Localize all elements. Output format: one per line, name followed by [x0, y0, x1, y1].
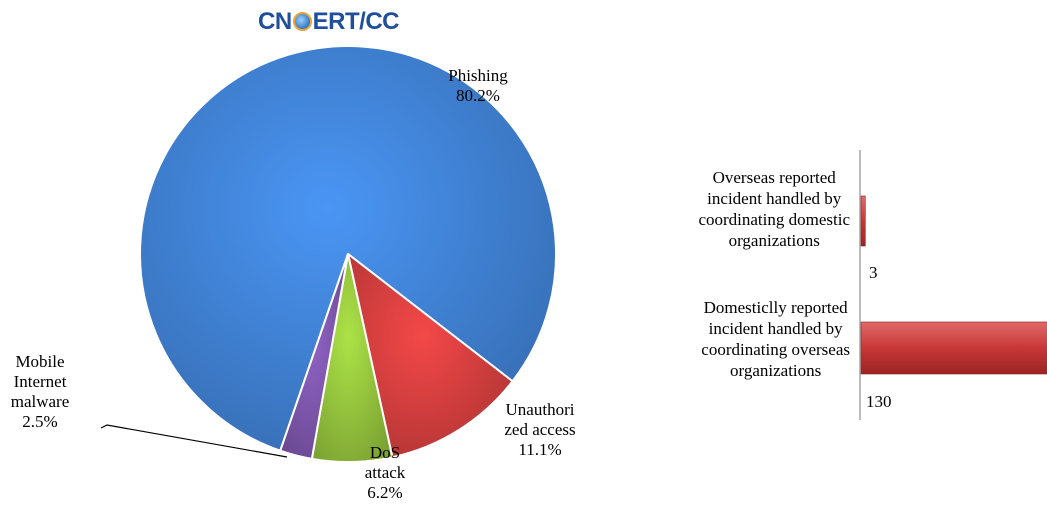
pie-label-line: malware [10, 392, 70, 411]
pie-label-mobile-malware: Mobile Internet malware 2.5% [5, 352, 75, 432]
pie-label-line: Internet [13, 372, 67, 391]
pie-slice-phishing [139, 45, 557, 452]
pie-label-phishing: Phishing 80.2% [403, 66, 553, 106]
bar-value-label: 130 [866, 392, 892, 411]
pie-label-line: Phishing [448, 66, 508, 85]
cncert-logo: CN ERT/CC [258, 8, 400, 36]
pie-label-dos-attack: DoS attack 6.2% [345, 443, 425, 503]
globe-icon [292, 12, 312, 31]
pie-label-line: 11.1% [518, 440, 562, 459]
bar-category-line: organizations [728, 231, 820, 250]
bar-category-label: Overseas reported incident handled by coor… [698, 167, 850, 251]
bar-category-line: Domesticlly reported [703, 298, 848, 317]
pie-label-line: Mobile [15, 352, 65, 371]
pie-slice-mobile-malware [279, 253, 349, 460]
pie-label-unauthorized-access: Unauthori zed access 11.1% [480, 400, 600, 460]
bar-category-line: Overseas reported [712, 168, 836, 187]
pie-label-line: Unauthori [505, 400, 575, 419]
pie-label-line: DoS [369, 443, 401, 462]
bar-category-line: incident handled by [707, 189, 842, 208]
logo-suffix: ERT/CC [312, 8, 400, 35]
bar-overseas-reported [860, 195, 866, 247]
bar-category-line: coordinating overseas [701, 340, 850, 359]
pie-label-line: 2.5% [22, 412, 58, 431]
pie-slice-unauthorized-access [347, 253, 514, 459]
bar-category-line: incident handled by [708, 319, 843, 338]
pie-label-line: 6.2% [367, 483, 403, 502]
logo-prefix: CN [258, 8, 292, 35]
bar-category-line: organizations [730, 361, 822, 380]
bar-category-label: Domesticlly reported incident handled by c… [701, 297, 850, 381]
pie-label-line: 80.2% [456, 86, 500, 105]
mobile-malware-leader-line [100, 424, 288, 458]
pie-label-line: zed access [504, 420, 576, 439]
pie-label-line: attack [364, 463, 406, 482]
bar-domestically-reported [860, 321, 1047, 375]
bar-value-label: 3 [869, 263, 878, 282]
bar-category-line: coordinating domestic [698, 210, 850, 229]
